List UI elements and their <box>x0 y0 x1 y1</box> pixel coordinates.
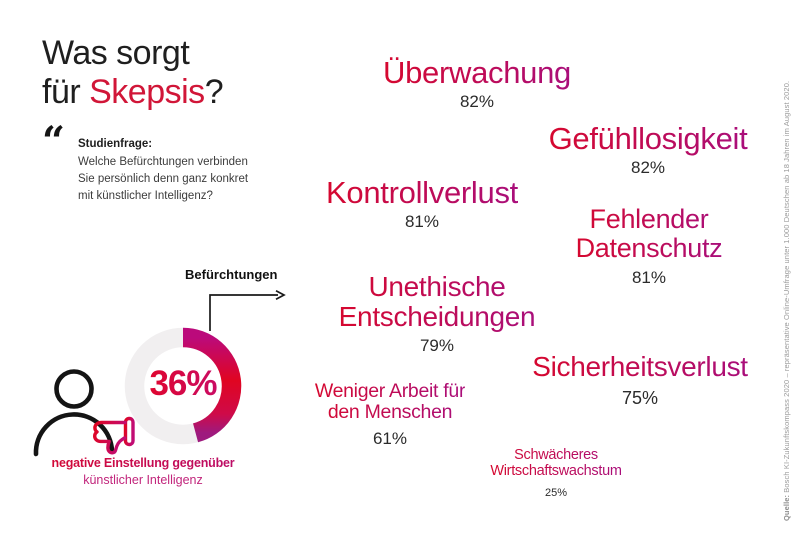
quote-glyph: “ <box>42 118 65 165</box>
fear-label: Schwächeres Wirtschaftswachstum <box>490 447 621 479</box>
donut-caption: negative Einstellung gegenüber künstlich… <box>23 456 263 487</box>
fear-item-fehlender-datenschutz: Fehlender Datenschutz 81% <box>576 205 723 288</box>
fear-label-line: Kontrollverlust <box>326 175 518 210</box>
fear-label-line: den Menschen <box>327 401 453 423</box>
donut-arc-segment <box>182 327 242 443</box>
fear-item-schwaecheres-wirtschaftswachstum: Schwächeres Wirtschaftswachstum 25% <box>490 447 621 499</box>
thumbs-down-icon <box>93 416 135 455</box>
page-title: Was sorgt für Skepsis? <box>42 34 224 112</box>
title-line-2: für Skepsis? <box>42 73 224 112</box>
donut-caption-bold: negative Einstellung gegenüber <box>23 456 263 470</box>
fear-label-line: Wirtschaftswachstum <box>490 463 622 479</box>
source-prefix: Quelle: <box>782 494 791 521</box>
fear-label-line: Fehlender <box>589 204 709 234</box>
fear-item-weniger-arbeit: Weniger Arbeit für den Menschen 61% <box>315 381 465 449</box>
fears-heading: Befürchtungen <box>185 267 278 282</box>
fear-label-line: Datenschutz <box>575 233 723 263</box>
fear-label: Überwachung <box>383 56 571 90</box>
fear-percentage: 82% <box>459 92 495 111</box>
study-question: Studienfrage: Welche Befürchtungen verbi… <box>78 138 278 205</box>
fear-percentage: 82% <box>630 158 666 177</box>
fear-percentage: 25% <box>544 487 568 499</box>
fear-label-line: Unethische <box>368 271 506 302</box>
fear-label: Kontrollverlust <box>326 176 518 210</box>
fear-item-sicherheitsverlust: Sicherheitsverlust 75% <box>532 352 748 409</box>
fear-percentage: 81% <box>404 212 440 231</box>
fear-label-line: Schwächeres <box>514 447 598 463</box>
study-question-line: Welche Befürchtungen verbinden <box>78 156 248 168</box>
study-question-line: Sie persönlich denn ganz konkret <box>78 173 249 185</box>
fear-label-line: Sicherheitsverlust <box>532 351 748 382</box>
source-note: Quelle: Bosch KI-Zukunftskompass 2020 – … <box>782 81 791 521</box>
fear-label: Gefühllosigkeit <box>549 122 748 156</box>
title-prefix: für <box>42 73 90 111</box>
donut-chart <box>124 327 242 445</box>
fear-label-line: Entscheidungen <box>338 301 536 332</box>
fear-label-line: Überwachung <box>383 55 571 90</box>
donut-caption-regular: künstlicher Intelligenz <box>83 473 203 487</box>
fear-item-gefuehllosigkeit: Gefühllosigkeit 82% <box>549 122 748 178</box>
study-question-label: Studienfrage: <box>78 138 153 150</box>
fear-label-line: Gefühllosigkeit <box>548 121 748 156</box>
fear-label-line: Weniger Arbeit für <box>314 380 466 402</box>
fear-percentage: 75% <box>621 388 659 408</box>
connector-arrow-icon <box>209 290 286 331</box>
source-text: Bosch KI-Zukunftskompass 2020 – repräsen… <box>782 80 791 495</box>
fear-label: Fehlender Datenschutz <box>576 205 723 263</box>
fear-item-unethische-entscheidungen: Unethische Entscheidungen 79% <box>339 272 536 356</box>
person-icon <box>33 369 115 457</box>
fear-percentage: 61% <box>372 429 408 448</box>
fear-percentage: 79% <box>419 336 455 355</box>
fear-label: Unethische Entscheidungen <box>339 272 536 332</box>
fear-label: Weniger Arbeit für den Menschen <box>315 381 465 423</box>
title-line-1: Was sorgt <box>42 34 190 72</box>
study-question-line: mit künstlicher Intelligenz? <box>78 190 213 202</box>
title-suffix: ? <box>204 73 224 111</box>
fear-label: Sicherheitsverlust <box>532 352 748 382</box>
quote-icon: “ <box>42 122 65 162</box>
fear-percentage: 81% <box>631 268 667 287</box>
fear-item-kontrollverlust: Kontrollverlust 81% <box>326 176 518 232</box>
title-accent-word: Skepsis <box>89 73 205 111</box>
donut-percentage: 36% <box>123 364 243 404</box>
fear-item-ueberwachung: Überwachung 82% <box>383 56 571 112</box>
